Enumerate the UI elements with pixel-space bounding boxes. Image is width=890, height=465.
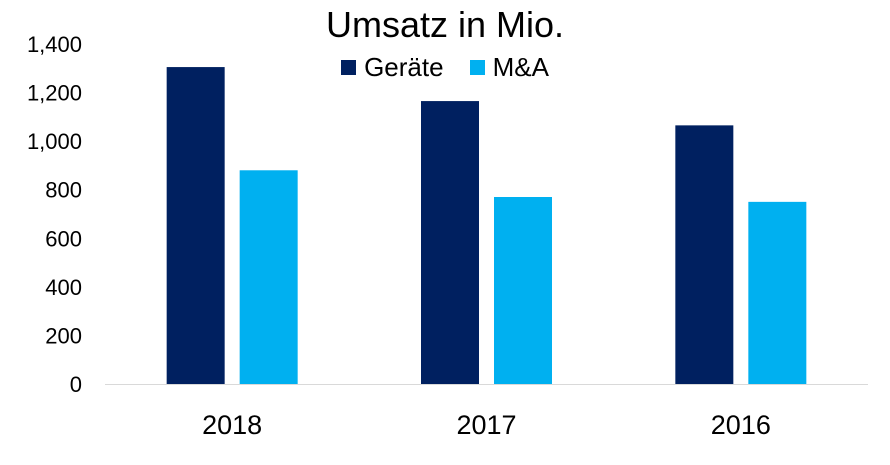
bar-geraete-2017 [421, 101, 479, 385]
y-tick-label: 1,000 [27, 129, 82, 154]
legend-item-ma: M&A [469, 52, 549, 83]
x-tick-label: 2017 [456, 410, 516, 440]
bar-geraete-2018 [166, 67, 225, 385]
bar-ma-2018 [239, 170, 298, 384]
legend-swatch-geraete [341, 60, 357, 75]
y-tick-label: 800 [45, 178, 82, 203]
legend-label-ma: M&A [492, 52, 549, 82]
bar-ma-2017 [494, 197, 552, 384]
y-tick-label: 600 [45, 226, 82, 251]
bar-geraete-2016 [675, 125, 734, 384]
x-tick-label: 2018 [202, 410, 262, 440]
y-tick-label: 0 [70, 372, 82, 397]
y-tick-label: 200 [45, 323, 82, 348]
y-tick-label: 1,400 [27, 32, 82, 57]
legend-item-geraete: Geräte [341, 52, 444, 83]
chart-legend: Geräte M&A [0, 52, 890, 83]
legend-swatch-ma [469, 60, 485, 75]
bar-ma-2016 [748, 201, 807, 384]
legend-label-geraete: Geräte [364, 52, 444, 82]
y-tick-label: 1,200 [27, 81, 82, 106]
chart-title: Umsatz in Mio. [325, 4, 565, 45]
y-tick-label: 400 [45, 275, 82, 300]
x-tick-label: 2016 [711, 410, 771, 440]
